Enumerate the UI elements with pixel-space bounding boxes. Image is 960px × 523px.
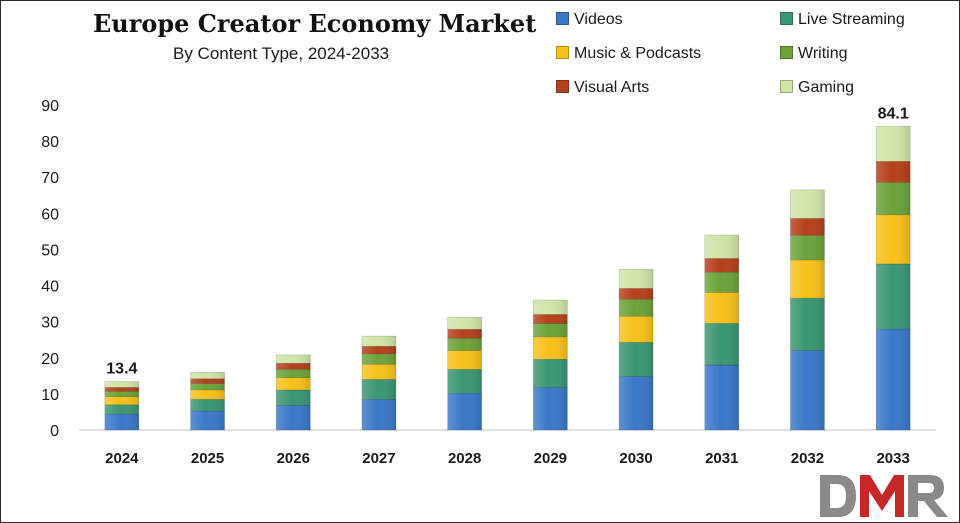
bar-shading bbox=[533, 300, 568, 430]
chart-subtitle: By Content Type, 2024-2033 bbox=[173, 44, 390, 63]
data-labels: 13.4 84.1 bbox=[106, 105, 909, 377]
bar-shading bbox=[704, 235, 739, 430]
legend-swatch bbox=[780, 12, 793, 25]
legend-item-gaming: Gaming bbox=[780, 77, 854, 99]
chart-legend: Videos Live Streaming Music & Podcasts Writ… bbox=[556, 9, 946, 105]
y-tick-label: 80 bbox=[41, 134, 59, 151]
bar-stack-2031 bbox=[704, 234, 740, 431]
legend-label: Live Streaming bbox=[798, 11, 905, 28]
legend-label: Visual Arts bbox=[574, 79, 650, 96]
bar-shading bbox=[790, 189, 825, 430]
x-tick-label: 2030 bbox=[619, 450, 652, 467]
logo-letter-m bbox=[860, 475, 904, 517]
bar-shading bbox=[104, 381, 139, 430]
y-axis: 0 10 20 30 40 50 60 70 80 90 bbox=[41, 98, 59, 440]
bars bbox=[104, 126, 911, 431]
y-tick-label: 90 bbox=[41, 98, 59, 115]
bar-stack-2028 bbox=[447, 317, 482, 431]
y-tick-label: 10 bbox=[41, 387, 59, 404]
legend-item-videos: Videos bbox=[556, 9, 623, 31]
x-tick-label: 2029 bbox=[534, 450, 567, 467]
y-tick-label: 30 bbox=[41, 315, 59, 332]
legend-label: Writing bbox=[798, 45, 848, 62]
x-axis: 2024 2025 2026 2027 2028 2029 2030 2031 2032 2033 bbox=[79, 429, 936, 467]
bar-stack-2032 bbox=[790, 189, 825, 431]
legend-label: Gaming bbox=[798, 79, 855, 96]
bar-stack-2026 bbox=[275, 354, 311, 431]
legend-label: Videos bbox=[574, 11, 623, 28]
x-tick-label: 2025 bbox=[191, 450, 224, 467]
legend-swatch bbox=[780, 80, 793, 93]
bar-shading bbox=[361, 336, 396, 430]
x-tick-label: 2028 bbox=[448, 450, 481, 467]
bar-shading bbox=[276, 354, 311, 430]
dmr-logo bbox=[816, 471, 956, 521]
bar-stack-2024 bbox=[104, 381, 140, 431]
bar-stack-2027 bbox=[361, 335, 397, 431]
legend-swatch bbox=[556, 12, 569, 25]
x-tick-label: 2032 bbox=[791, 450, 824, 467]
logo-letter-r bbox=[908, 475, 948, 517]
y-tick-label: 50 bbox=[41, 242, 59, 259]
x-tick-label: 2031 bbox=[705, 450, 738, 467]
y-tick-label: 60 bbox=[41, 206, 59, 223]
legend-swatch bbox=[556, 80, 569, 93]
y-tick-label: 70 bbox=[41, 170, 59, 187]
legend-item-visual-arts: Visual Arts bbox=[556, 77, 649, 99]
y-tick-label: 20 bbox=[41, 351, 59, 368]
legend-label: Music & Podcasts bbox=[574, 45, 702, 62]
legend-item-music-podcasts: Music & Podcasts bbox=[556, 43, 701, 65]
data-label-2024: 13.4 bbox=[106, 361, 137, 378]
x-tick-label: 2024 bbox=[105, 450, 139, 467]
chart-title: Europe Creator Economy Market bbox=[93, 9, 537, 38]
y-tick-label: 40 bbox=[41, 279, 59, 296]
bar-stack-2025 bbox=[190, 371, 225, 431]
bar-shading bbox=[447, 317, 482, 430]
y-tick-label: 0 bbox=[50, 423, 59, 440]
legend-item-live-streaming: Live Streaming bbox=[780, 9, 905, 31]
bar-shading bbox=[190, 372, 225, 430]
bar-stack-2033 bbox=[875, 126, 911, 431]
data-label-2033: 84.1 bbox=[878, 105, 909, 122]
x-tick-label: 2026 bbox=[277, 450, 310, 467]
bar-stack-2030 bbox=[618, 269, 654, 431]
x-tick-label: 2027 bbox=[362, 450, 395, 467]
bar-stack-2029 bbox=[533, 299, 568, 431]
legend-swatch bbox=[780, 46, 793, 59]
logo-letter-d bbox=[820, 475, 856, 517]
bar-shading bbox=[876, 126, 911, 431]
legend-item-writing: Writing bbox=[780, 43, 848, 65]
bar-shading bbox=[619, 269, 654, 430]
x-tick-label: 2033 bbox=[876, 450, 909, 467]
legend-swatch bbox=[556, 46, 569, 59]
